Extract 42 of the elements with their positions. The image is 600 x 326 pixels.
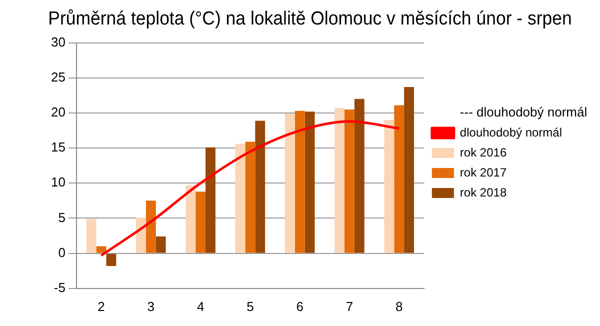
legend-label: rok 2016	[460, 145, 507, 160]
x-tick-label: 6	[296, 298, 304, 314]
line-series	[100, 120, 400, 257]
bar	[156, 236, 166, 253]
x-tick-label: 4	[196, 298, 204, 314]
y-tick-label: 30	[50, 34, 66, 50]
bar	[186, 185, 196, 253]
bar	[394, 105, 404, 253]
bar	[344, 109, 354, 253]
bar	[334, 108, 345, 253]
bar	[245, 142, 256, 253]
x-tick-label: 3	[147, 298, 155, 314]
bar	[404, 87, 414, 253]
legend-label: dlouhodobý normál	[460, 125, 562, 140]
bar	[354, 98, 364, 253]
bar	[235, 144, 246, 253]
legend-label: rok 2018	[460, 185, 507, 200]
y-tick-label: -5	[54, 280, 66, 295]
y-tick-label: 25	[50, 69, 66, 84]
chart-title: Průměrná teplota (°C) na lokalitě Olomouc v měsících únor - srpen	[48, 7, 572, 29]
x-tick-label: 7	[346, 298, 354, 314]
bar	[255, 120, 266, 253]
y-tick-label: 5	[58, 210, 66, 225]
bar	[106, 254, 116, 266]
bar	[86, 218, 96, 253]
bar	[196, 192, 206, 253]
legend-label: rok 2017	[460, 165, 507, 180]
y-tick-label: 0	[58, 244, 66, 260]
y-tick-label: 15	[50, 140, 66, 155]
bar	[384, 120, 394, 253]
bar	[146, 200, 156, 253]
x-tick-label: 5	[246, 298, 254, 314]
bar	[304, 112, 315, 253]
bar	[136, 218, 146, 253]
bar	[206, 147, 216, 253]
text: --- dlouhodobý normál	[460, 104, 588, 120]
bar	[284, 114, 295, 253]
y-tick-label: 10	[50, 174, 66, 190]
x-tick-label: 8	[395, 298, 403, 314]
x-tick-label: 2	[98, 298, 105, 314]
bar	[294, 110, 305, 253]
y-tick-label: 20	[50, 104, 66, 120]
